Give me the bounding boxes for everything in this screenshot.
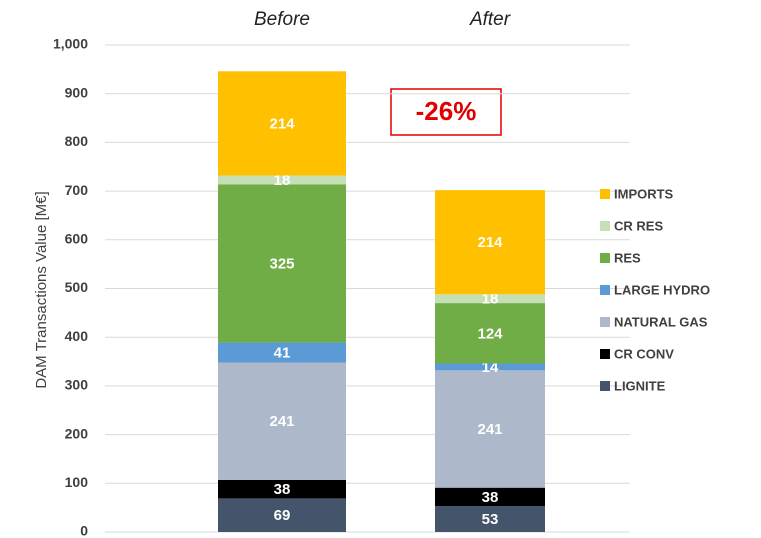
bar-segment [435, 370, 545, 488]
bar-segment [435, 294, 545, 304]
data-label: 69 [274, 507, 291, 524]
annotation-box [390, 88, 502, 136]
legend-swatch [600, 349, 610, 359]
bar-segment [218, 479, 346, 499]
y-tick-label: 100 [65, 474, 89, 490]
data-label: 124 [477, 325, 503, 342]
legend-label: NATURAL GAS [614, 314, 708, 329]
bar-segment [435, 506, 545, 532]
legend-swatch [600, 317, 610, 327]
bar-segment [218, 184, 346, 343]
data-label: 214 [477, 234, 503, 251]
y-tick-label: 900 [65, 84, 89, 100]
bar-segment [435, 303, 545, 364]
bar-segment [435, 190, 545, 295]
x-tick-label: After [469, 9, 511, 30]
bar-segment [218, 175, 346, 185]
y-tick-label: 700 [65, 182, 89, 198]
data-label: 38 [274, 481, 291, 498]
y-tick-label: 800 [65, 133, 89, 149]
legend-label: LIGNITE [614, 378, 666, 393]
y-tick-label: 1,000 [53, 36, 88, 52]
bar-segment [218, 498, 346, 532]
annotation: -26% [416, 96, 477, 126]
legend-label: IMPORTS [614, 186, 674, 201]
legend-swatch [600, 189, 610, 199]
legend-label: LARGE HYDRO [614, 282, 710, 297]
bar-segment [218, 71, 346, 176]
legend-label: CR CONV [614, 346, 674, 361]
legend-label: RES [614, 250, 641, 265]
data-label: 325 [269, 255, 294, 272]
y-tick-label: 500 [65, 279, 89, 295]
legend-label: CR RES [614, 218, 663, 233]
data-label: 53 [482, 511, 499, 528]
data-label: 214 [269, 115, 295, 132]
y-axis-label: DAM Transactions Value [M€] [33, 191, 50, 388]
y-tick-label: 600 [65, 231, 89, 247]
bar-segment [218, 342, 346, 363]
legend-swatch [600, 285, 610, 295]
bar-segment [218, 362, 346, 480]
bar-segment [435, 363, 545, 371]
data-label: 241 [269, 413, 294, 430]
data-label: 18 [482, 291, 499, 308]
y-tick-label: 200 [65, 425, 89, 441]
y-tick-label: 300 [65, 377, 89, 393]
data-label: 38 [482, 489, 499, 506]
legend-swatch [600, 381, 610, 391]
data-label: 41 [274, 345, 291, 362]
data-label: 241 [477, 421, 502, 438]
data-label: 18 [274, 172, 291, 189]
legend-swatch [600, 253, 610, 263]
legend-swatch [600, 221, 610, 231]
y-tick-label: 0 [80, 523, 88, 538]
x-tick-label: Before [254, 9, 310, 30]
y-tick-label: 400 [65, 328, 89, 344]
bar-segment [435, 487, 545, 507]
